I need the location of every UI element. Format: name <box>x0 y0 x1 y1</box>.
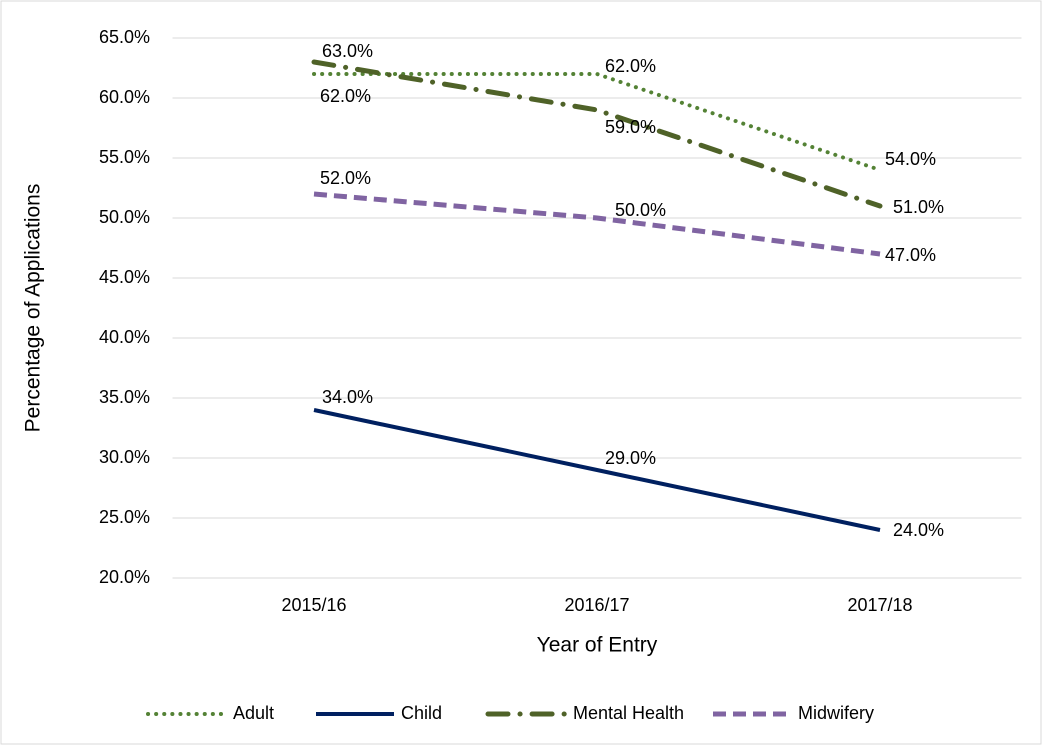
y-tick-label: 45.0% <box>99 267 150 287</box>
line <box>312 72 882 172</box>
x-axis-title: Year of Entry <box>537 634 658 657</box>
y-tick-label: 30.0% <box>99 447 150 467</box>
x-tick-label: 2016/17 <box>564 595 629 615</box>
data-label: 62.0% <box>605 56 656 76</box>
data-label: 50.0% <box>615 200 666 220</box>
data-label: 51.0% <box>893 197 944 217</box>
y-tick-label: 25.0% <box>99 507 150 527</box>
legend-label: Adult <box>233 703 274 723</box>
data-label: 63.0% <box>322 41 373 61</box>
legend-label: Child <box>401 703 442 723</box>
legend-label: Midwifery <box>798 703 874 723</box>
y-tick-label: 20.0% <box>99 567 150 587</box>
data-label: 47.0% <box>885 245 936 265</box>
data-label: 24.0% <box>893 520 944 540</box>
data-label: 62.0% <box>320 86 371 106</box>
y-tick-label: 40.0% <box>99 327 150 347</box>
y-tick-label: 55.0% <box>99 147 150 167</box>
y-tick-label: 35.0% <box>99 387 150 407</box>
data-label: 52.0% <box>320 168 371 188</box>
line <box>313 191 881 257</box>
y-tick-label: 60.0% <box>99 87 150 107</box>
y-axis-title: Percentage of Applications <box>22 184 45 433</box>
y-tick-label: 50.0% <box>99 207 150 227</box>
y-tick-label: 65.0% <box>99 27 150 47</box>
legend-label: Mental Health <box>573 703 684 723</box>
x-tick-label: 2017/18 <box>847 595 912 615</box>
x-tick-label: 2015/16 <box>281 595 346 615</box>
data-label: 34.0% <box>322 387 373 407</box>
data-label: 54.0% <box>885 149 936 169</box>
data-label: 29.0% <box>605 448 656 468</box>
line <box>311 59 883 209</box>
data-label: 59.0% <box>605 117 656 137</box>
line <box>313 408 881 532</box>
